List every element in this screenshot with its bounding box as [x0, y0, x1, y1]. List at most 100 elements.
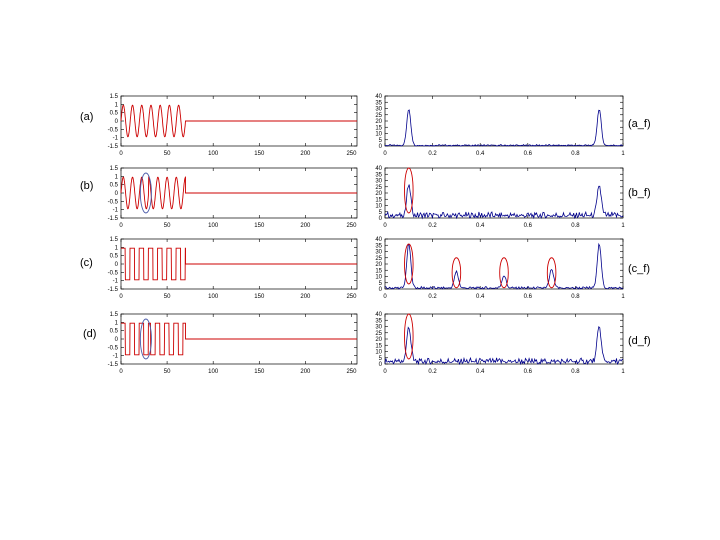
y-tick-label: 30: [375, 179, 382, 185]
y-tick-label: 35: [375, 318, 382, 324]
axes-box-a-f: [384, 95, 624, 147]
y-tick-label: 5: [379, 210, 383, 216]
y-tick-label: 10: [375, 275, 382, 281]
time-signal-line-c: [121, 247, 357, 281]
x-tick-label: 0.8: [571, 223, 580, 229]
y-tick-label: 35: [375, 172, 382, 178]
x-tick-label: 100: [208, 369, 219, 375]
x-tick-label: 50: [164, 294, 171, 300]
x-tick-label: 250: [346, 294, 357, 300]
y-tick-label: 15: [375, 125, 382, 131]
y-tick-label: 1: [115, 174, 119, 180]
x-tick-label: 150: [254, 223, 265, 229]
panel-label-a-f: (a_f): [628, 118, 651, 130]
time-signal-line-a: [120, 104, 357, 138]
y-tick-label: 20: [375, 191, 382, 197]
spectrum-line-c-f: [385, 242, 624, 290]
x-tick-label: 0.8: [571, 369, 580, 375]
y-tick-label: 0.5: [110, 254, 119, 260]
x-tick-label: 250: [346, 223, 357, 229]
y-tick-label: 1: [115, 245, 119, 251]
x-tick-label: 0.2: [428, 369, 437, 375]
panel-c: (c) 0 50 100 150 200 250 1.5 1 0.5 0 -0.5 -1 -1.5: [80, 237, 358, 300]
x-tick-label: 0.6: [524, 294, 533, 300]
y-tick-label: 0: [115, 119, 119, 125]
x-tick-label: 200: [300, 151, 311, 157]
y-tick-label: -1.5: [108, 216, 119, 222]
x-tick-label: 0: [383, 294, 387, 300]
x-tick-label: 200: [300, 294, 311, 300]
y-tick-label: 10: [375, 132, 382, 138]
y-tick-label: 0: [379, 362, 383, 368]
panel-label-c: (c): [80, 257, 93, 269]
x-tick-label: 0.4: [476, 151, 485, 157]
x-tick-label: 200: [300, 369, 311, 375]
y-tick-label: 15: [375, 197, 382, 203]
y-tick-label: 25: [375, 256, 382, 262]
x-tick-label: 0: [119, 294, 123, 300]
y-tick-label: -0.5: [108, 127, 119, 133]
y-tick-label: 30: [375, 107, 382, 113]
x-tick-label: 1: [621, 369, 625, 375]
y-tick-label: 5: [379, 356, 383, 362]
x-tick-label: 0.2: [428, 223, 437, 229]
spectrum-line-d-f: [384, 325, 624, 366]
highlight-ellipse: [451, 257, 462, 289]
x-tick-label: 0: [383, 151, 387, 157]
x-tick-label: 0.4: [476, 369, 485, 375]
y-tick-label: -1: [113, 208, 119, 214]
y-tick-label: 5: [379, 281, 383, 287]
x-tick-label: 0.2: [428, 294, 437, 300]
y-tick-label: 25: [375, 113, 382, 119]
x-tick-label: 150: [254, 294, 265, 300]
x-tick-label: 0.8: [571, 151, 580, 157]
y-tick-label: -1.5: [108, 144, 119, 150]
y-tick-label: 30: [375, 250, 382, 256]
y-tick-label: 0: [115, 337, 119, 343]
x-tick-label: 0.6: [524, 369, 533, 375]
x-tick-label: 0: [119, 151, 123, 157]
y-tick-label: 10: [375, 204, 382, 210]
x-tick-label: 250: [346, 369, 357, 375]
x-tick-label: 100: [208, 223, 219, 229]
y-tick-label: 1.5: [110, 166, 119, 172]
x-tick-label: 50: [164, 369, 171, 375]
y-tick-label: 10: [375, 350, 382, 356]
time-signal-line-d: [121, 322, 357, 356]
y-tick-label: 40: [375, 312, 382, 318]
y-tick-label: 30: [375, 325, 382, 331]
panel-label-d-f: (d_f): [628, 335, 651, 347]
y-tick-label: 0: [379, 144, 383, 150]
y-tick-label: 0.5: [110, 329, 119, 335]
y-tick-label: 0.5: [110, 111, 119, 117]
x-tick-label: 250: [346, 151, 357, 157]
x-tick-label: 50: [164, 151, 171, 157]
x-tick-label: 0.6: [524, 223, 533, 229]
y-tick-label: -1.5: [108, 287, 119, 293]
panel-label-b: (b): [80, 180, 93, 192]
highlight-ellipse: [404, 313, 414, 360]
x-tick-label: 0.4: [476, 223, 485, 229]
y-tick-label: 0: [379, 216, 383, 222]
panel-b: (b) 0 50 100 150 200 250 1.5 1 0.5 0 -0.5 -1 -1.5: [80, 166, 358, 229]
y-tick-label: 0: [115, 262, 119, 268]
y-tick-label: 35: [375, 243, 382, 249]
x-tick-label: 1: [621, 294, 625, 300]
panel-label-a: (a): [80, 111, 93, 123]
y-tick-label: 20: [375, 337, 382, 343]
axes-box-d-f: [384, 313, 624, 365]
x-tick-label: 0.6: [524, 151, 533, 157]
y-tick-label: 20: [375, 262, 382, 268]
y-tick-label: 35: [375, 100, 382, 106]
x-tick-label: 0: [119, 369, 123, 375]
y-tick-label: 1: [115, 102, 119, 108]
panel-d: (d) 0 50 100 150 200 250 1.5 1 0.5 0 -0.5 -1 -1.5: [83, 312, 358, 375]
x-tick-label: 0.2: [428, 151, 437, 157]
x-tick-label: 50: [164, 223, 171, 229]
y-tick-label: 1.5: [110, 94, 119, 100]
x-tick-label: 200: [300, 223, 311, 229]
y-tick-label: 1.5: [110, 237, 119, 243]
